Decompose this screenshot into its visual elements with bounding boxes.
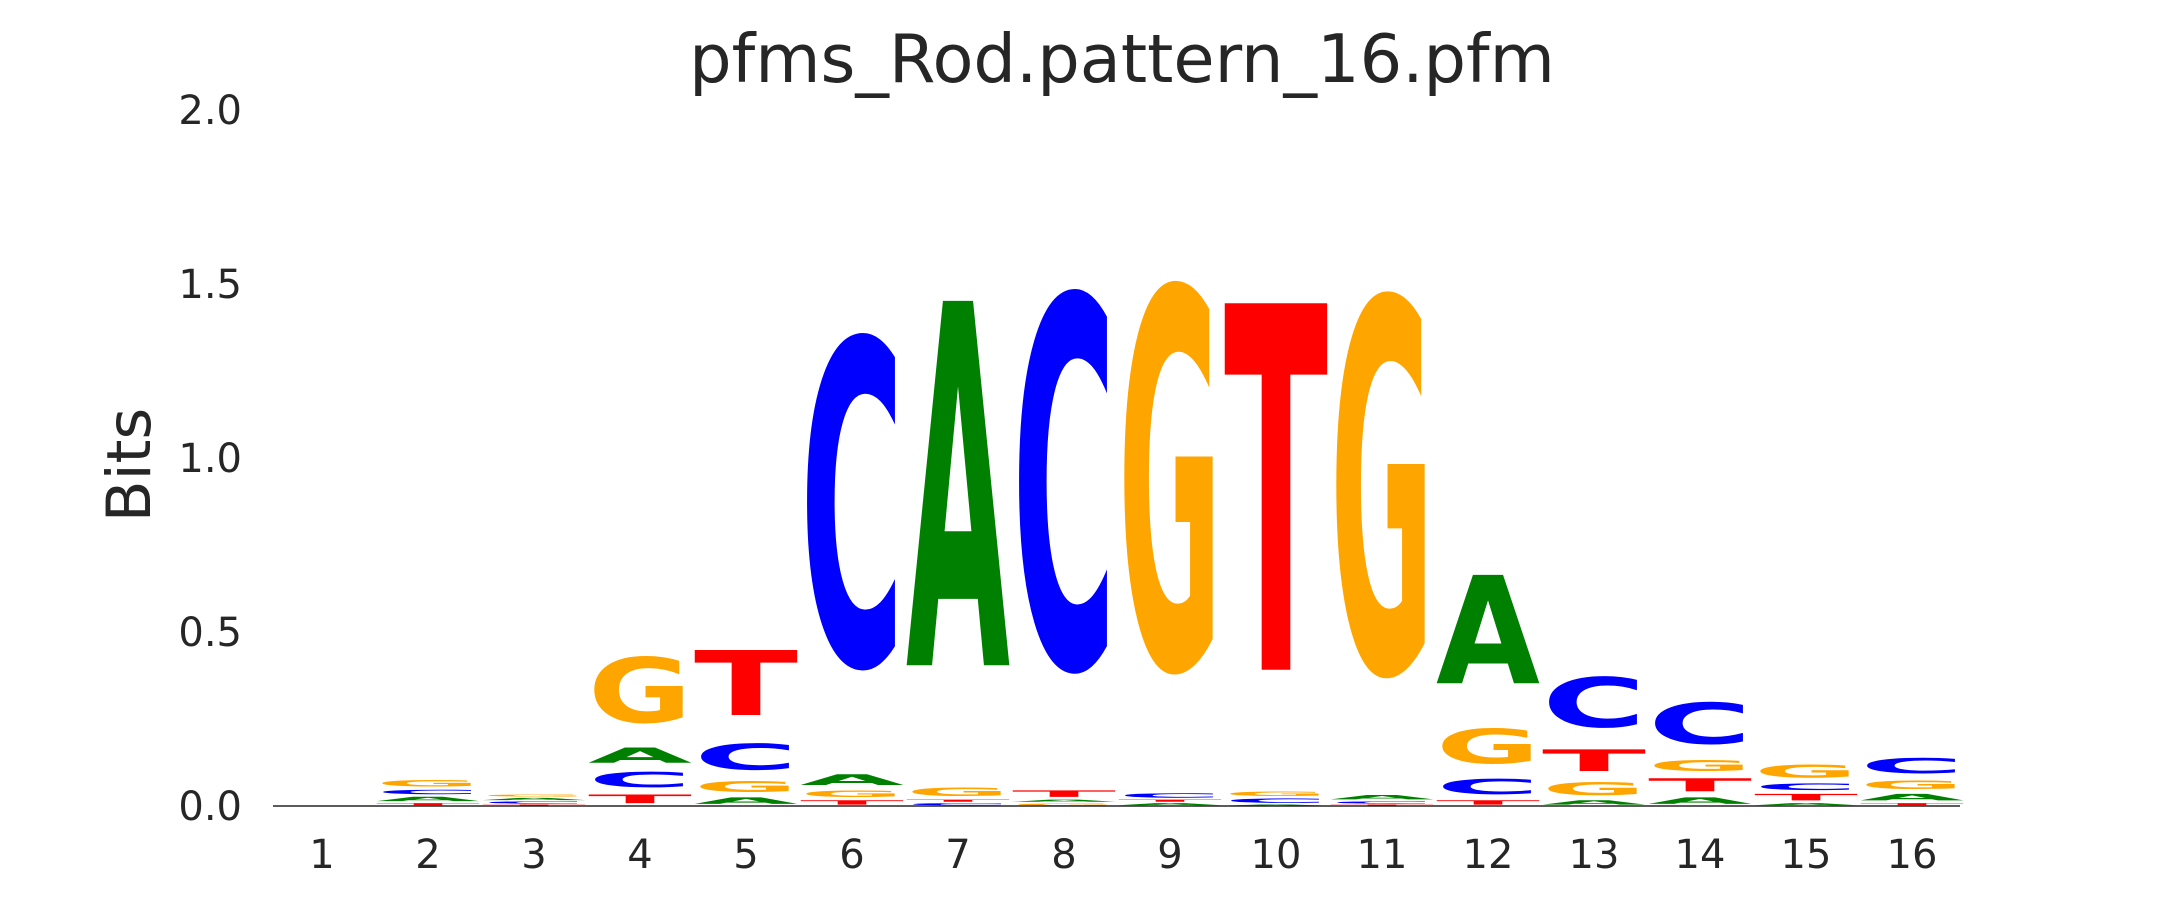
logo-letter-C: C (1648, 692, 1752, 757)
logo-letter-C: C (1860, 754, 1964, 778)
chart-title: pfms_Rod.pattern_16.pfm (689, 20, 1555, 98)
x-tick-label: 11 (1357, 832, 1408, 878)
logo-letter-G: G (1224, 790, 1328, 797)
logo-letter-A: A (588, 743, 692, 767)
logo-letter-C: C (1436, 775, 1540, 799)
logo-letter-C: C (906, 803, 1010, 806)
y-tick-label: 2.0 (178, 88, 242, 134)
logo-letter-A: A (1012, 799, 1117, 802)
y-tick-label: 0.0 (178, 784, 242, 830)
logo-letter-G: G (1436, 719, 1540, 775)
logo-letter-G: G (1542, 778, 1646, 799)
logo-letter-G: G (482, 794, 586, 797)
x-tick-label: 6 (839, 832, 864, 878)
x-tick-label: 2 (415, 832, 440, 878)
logo-letter-G: G (588, 639, 692, 743)
logo-letter-C: C (482, 801, 586, 804)
x-tick-label: 15 (1781, 832, 1832, 878)
x-tick-label: 8 (1051, 832, 1076, 878)
logo-letter-G: G (1860, 778, 1964, 792)
logo-letter-C: C (694, 737, 798, 778)
logo-letter-A: A (1860, 792, 1964, 802)
y-axis-ticks: 0.0 0.5 1.0 1.5 2.0 (178, 88, 242, 830)
logo-letter-A: A (1542, 799, 1647, 806)
logo-letter-C: C (1118, 792, 1222, 799)
logo-letter-T: T (588, 792, 692, 806)
logo-letter-A: A (1224, 804, 1329, 806)
logo-letter-C: C (1224, 797, 1328, 804)
logo-letter-T: T (1224, 203, 1329, 789)
x-tick-label: 13 (1569, 832, 1620, 878)
logo-letter-A: A (1754, 803, 1859, 806)
logo-letter-T: T (906, 799, 1010, 802)
x-tick-label: 14 (1675, 832, 1726, 878)
logo-letter-T: T (1118, 799, 1222, 802)
x-tick-label: 1 (309, 832, 334, 878)
logo-letter-A: A (694, 796, 798, 806)
logo-letter-A: A (1648, 796, 1752, 806)
logo-letter-G: G (1118, 185, 1222, 791)
logo-letter-T: T (1754, 792, 1858, 802)
logo-letter-G: G (376, 778, 480, 788)
logo-letter-A: A (1118, 803, 1223, 806)
x-tick-label: 4 (627, 832, 652, 878)
x-tick-label: 9 (1157, 832, 1182, 878)
x-tick-label: 12 (1463, 832, 1514, 878)
x-tick-label: 5 (733, 832, 758, 878)
x-tick-label: 7 (945, 832, 970, 878)
x-tick-label: 3 (521, 832, 546, 878)
logo-letter-A: A (800, 771, 904, 788)
logo-letter-C: C (800, 252, 904, 771)
logo-letter-C: C (588, 768, 692, 792)
logo-letter-T: T (376, 803, 480, 806)
logo-letter-T: T (1860, 803, 1964, 806)
logo-letter-A: A (376, 796, 481, 803)
x-axis-ticks: 1 2 3 4 5 6 7 8 9 10 11 12 13 14 15 16 (309, 832, 1937, 878)
logo-letter-G: G (906, 785, 1010, 799)
logo-letter-T: T (1648, 775, 1752, 796)
logo-letter-A: A (1330, 794, 1435, 801)
logo-letter-A: A (482, 797, 587, 800)
logo-letter-A: A (1436, 546, 1540, 719)
y-tick-label: 1.0 (178, 436, 242, 482)
logo-letter-C: C (1330, 801, 1434, 804)
logo-letter-G: G (1012, 803, 1116, 806)
logo-letter-G: G (1330, 196, 1434, 792)
logo-letter-G: G (1648, 757, 1752, 774)
logo-letter-T: T (1012, 789, 1116, 799)
logo-letter-T: T (1330, 804, 1434, 806)
logo-letter-G: G (800, 789, 904, 799)
x-tick-label: 10 (1251, 832, 1302, 878)
logo-letter-T: T (482, 804, 586, 806)
logo-letter-G: G (1754, 761, 1858, 782)
logo-letter-T: T (1436, 799, 1540, 806)
logo-letter-C: C (1754, 782, 1858, 792)
logo-letter-C: C (1542, 664, 1646, 743)
y-tick-label: 0.5 (178, 610, 242, 656)
logo-letter-T: T (1542, 743, 1646, 778)
y-axis-label: Bits (94, 408, 165, 523)
y-tick-label: 1.5 (178, 262, 242, 308)
x-tick-label: 16 (1887, 832, 1938, 878)
logo-letter-G: G (694, 778, 798, 795)
logo-letter-C: C (376, 789, 480, 796)
logo-letter-T: T (800, 799, 904, 806)
logo-letter-T: T (694, 633, 798, 737)
logo-letter-A: A (906, 202, 1011, 784)
logo-letter-C: C (1012, 195, 1116, 788)
